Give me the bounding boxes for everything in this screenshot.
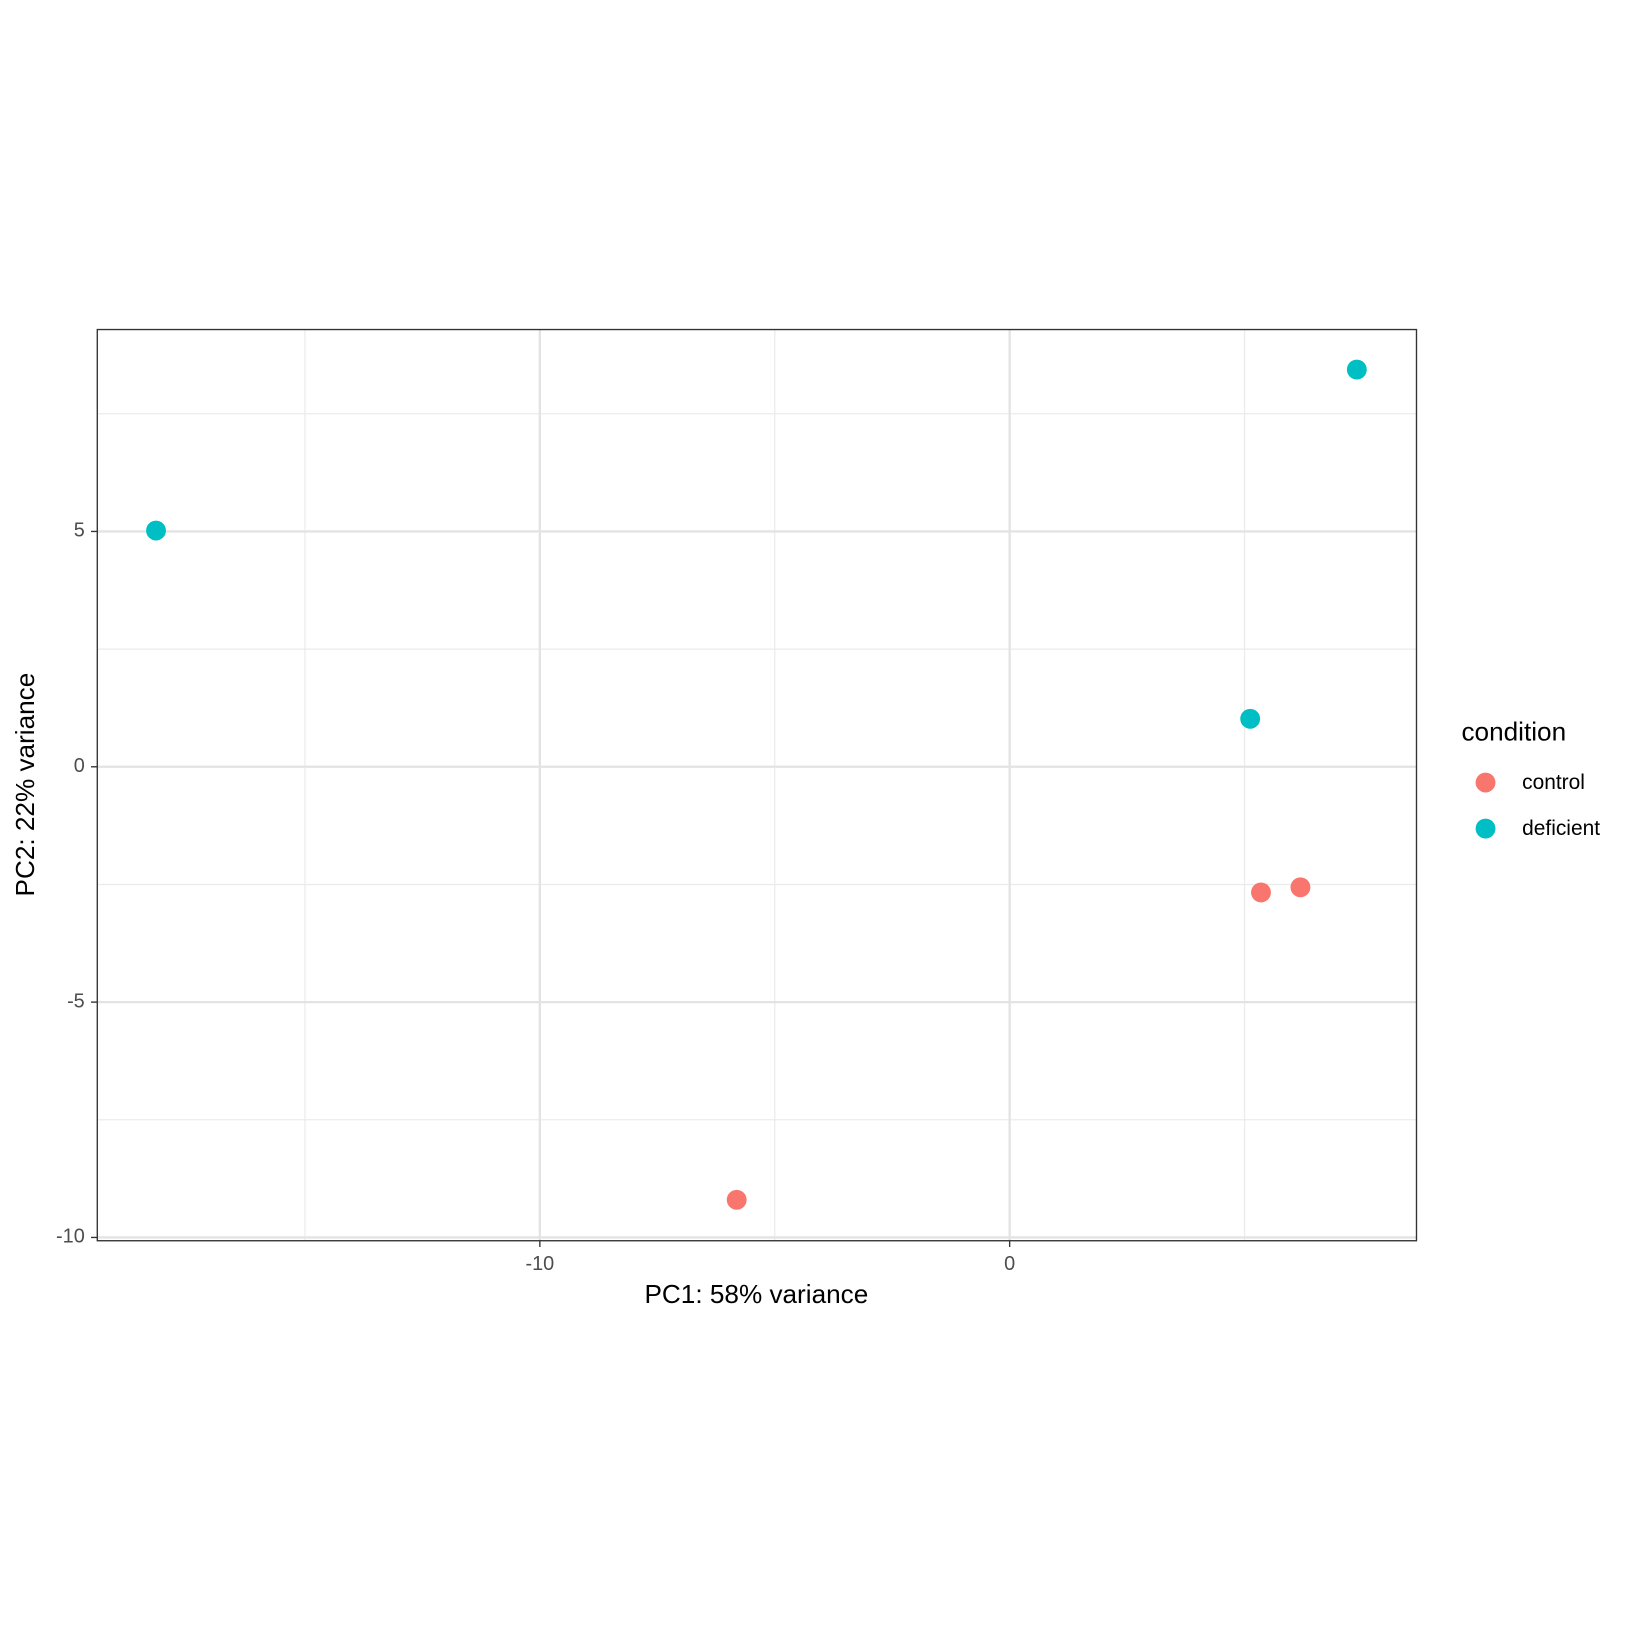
grid [97, 329, 1417, 1241]
y-axis-title: PC2: 22% variance [10, 673, 40, 897]
y-tick-label: -10 [56, 1226, 85, 1248]
point [1251, 882, 1271, 903]
y-tick-label: 5 [74, 520, 85, 542]
point [1290, 877, 1311, 898]
legend: condition control deficient [1461, 716, 1600, 840]
x-tick-label: 0 [1004, 1253, 1015, 1275]
legend-title: condition [1461, 716, 1566, 746]
legend-label: control [1522, 771, 1585, 794]
points [146, 359, 1367, 1210]
legend-label: deficient [1522, 817, 1600, 840]
legend-marker [1475, 818, 1496, 839]
legend-marker [1475, 772, 1496, 793]
point [1240, 708, 1261, 729]
x-axis-title: PC1: 58% variance [644, 1279, 868, 1309]
y-tick-label: -5 [67, 990, 85, 1012]
x-tick-label: -10 [525, 1253, 554, 1275]
axes: -10 0 -10 -5 0 5 [56, 520, 1015, 1275]
panel-border [96, 328, 1418, 1242]
y-tick-label: 0 [74, 755, 85, 777]
point [726, 1189, 747, 1210]
point [146, 520, 166, 541]
point [1346, 359, 1367, 380]
